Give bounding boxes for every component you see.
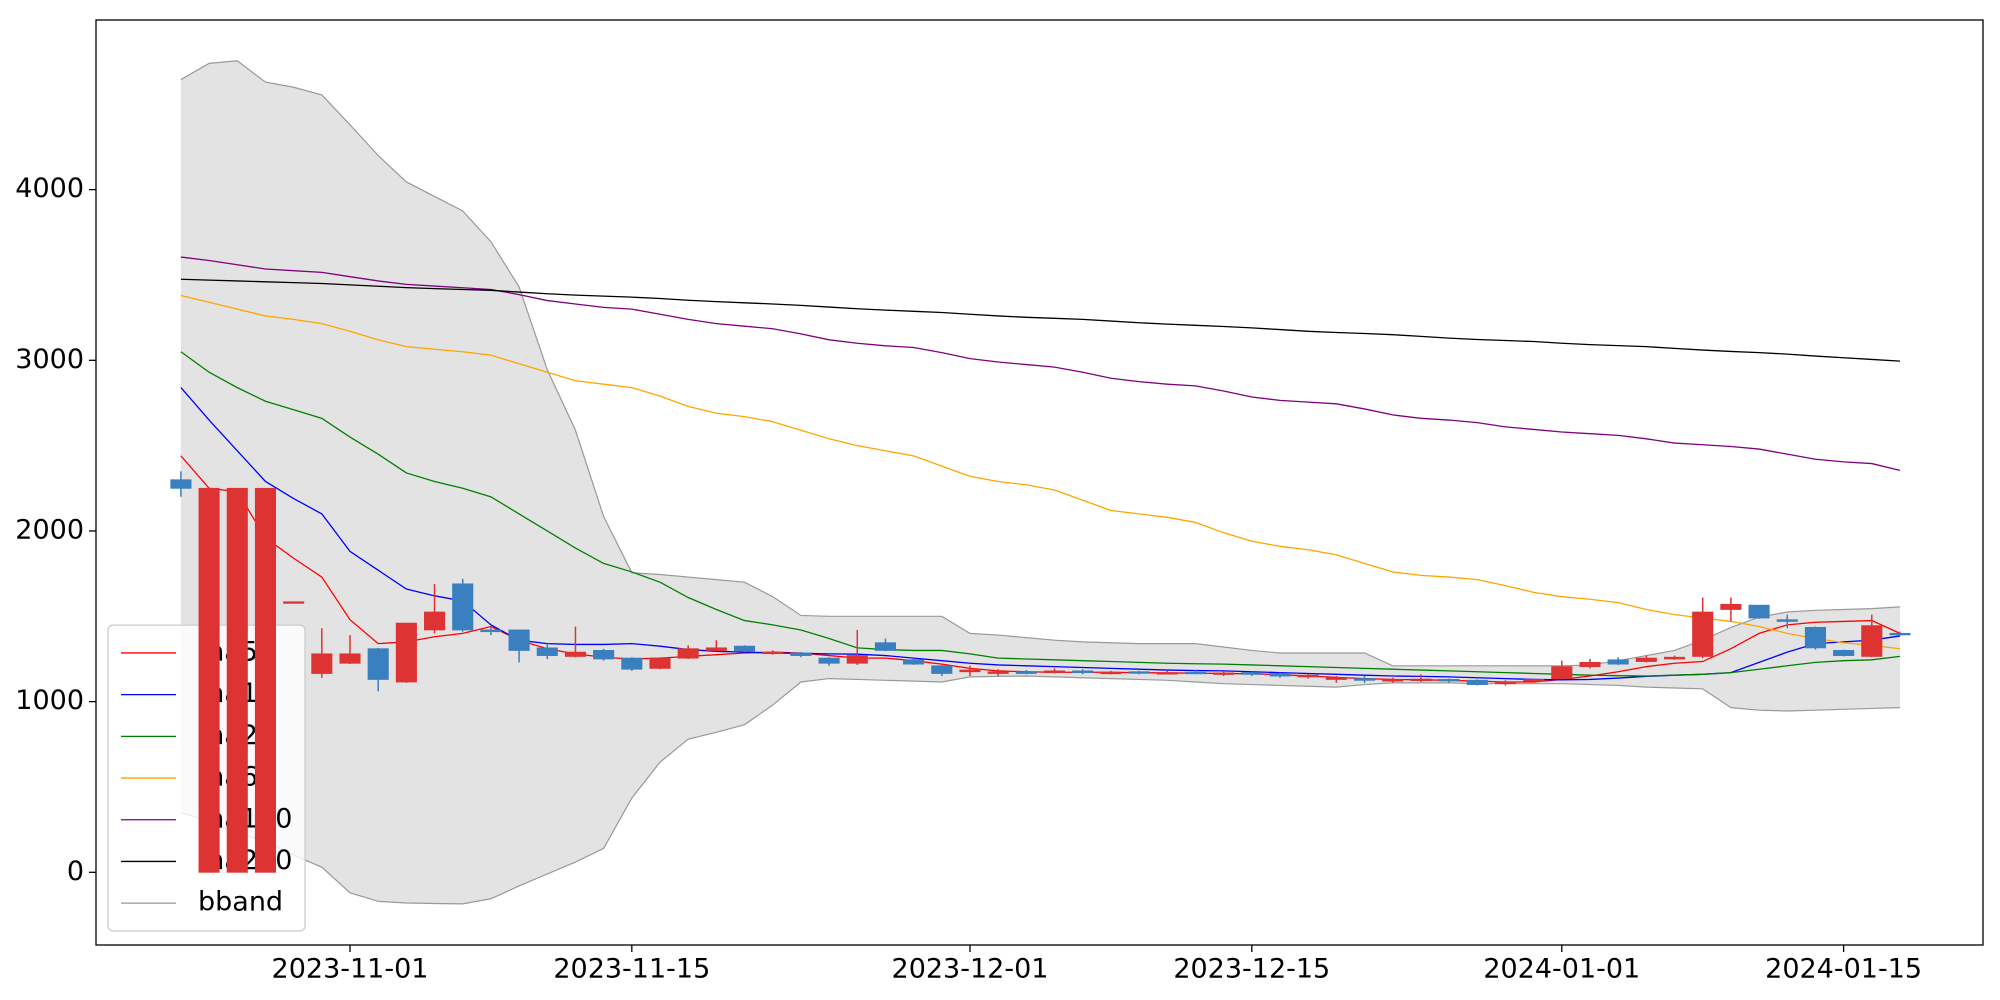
candle-body bbox=[1438, 679, 1460, 682]
candle-body bbox=[1297, 674, 1319, 678]
candle-body bbox=[1184, 671, 1206, 675]
candle-body bbox=[846, 655, 868, 664]
candle-body bbox=[1494, 681, 1516, 685]
candle-body bbox=[226, 487, 248, 873]
axes: 0 1000 2000 3000 4000 2023-11-01 2023-11-15 202… bbox=[15, 173, 1922, 984]
candle-body bbox=[677, 648, 699, 659]
legend-label: bband bbox=[198, 887, 283, 918]
candle-body bbox=[1072, 670, 1094, 674]
candle-body bbox=[1607, 659, 1629, 665]
candle-body bbox=[903, 659, 925, 665]
candle-body bbox=[480, 629, 502, 633]
candle-body bbox=[874, 642, 896, 651]
ma-line bbox=[180, 294, 1901, 650]
y-tick-label: 4000 bbox=[15, 173, 84, 204]
candle-body bbox=[1382, 679, 1404, 682]
candle-body bbox=[395, 622, 417, 683]
x-tick-label: 2023-12-15 bbox=[1173, 954, 1330, 985]
ma-line bbox=[180, 256, 1901, 472]
candle-body bbox=[1748, 604, 1770, 619]
candle-body bbox=[1213, 672, 1235, 675]
y-tick-label: 3000 bbox=[15, 344, 84, 375]
axes-frame bbox=[95, 19, 1984, 946]
candle-body bbox=[1804, 626, 1826, 649]
candle-body bbox=[1156, 672, 1178, 675]
band-edge bbox=[180, 675, 1900, 905]
candle-body bbox=[1325, 677, 1347, 680]
candle-body bbox=[339, 653, 361, 664]
candle-body bbox=[1043, 670, 1066, 674]
candle-body bbox=[1015, 671, 1037, 674]
candle-body bbox=[1833, 650, 1855, 656]
ma-line bbox=[180, 455, 1901, 683]
candle-body bbox=[254, 487, 277, 873]
candle-body bbox=[170, 479, 192, 489]
candle-body bbox=[508, 629, 530, 651]
candle-body bbox=[1269, 673, 1291, 677]
candle-body bbox=[424, 611, 446, 631]
candle-body bbox=[1663, 656, 1686, 660]
candle-body bbox=[1692, 611, 1714, 657]
candle-body bbox=[959, 669, 981, 673]
candle-body bbox=[283, 601, 305, 604]
candle-body bbox=[649, 657, 671, 669]
candle-body bbox=[1776, 619, 1798, 622]
candle-body bbox=[1720, 603, 1742, 610]
candle-body bbox=[198, 487, 220, 873]
candle-body bbox=[452, 583, 474, 631]
candle-body bbox=[733, 645, 756, 652]
candle-body bbox=[1579, 661, 1601, 668]
y-tick-label: 0 bbox=[67, 856, 84, 887]
candle-body bbox=[1551, 666, 1573, 679]
candle-body bbox=[536, 647, 558, 656]
candle-body bbox=[1466, 679, 1488, 685]
candle-body bbox=[1635, 657, 1657, 662]
ma-line bbox=[180, 351, 1901, 677]
ma-line bbox=[180, 278, 1901, 362]
candle-body bbox=[790, 652, 812, 656]
x-tick-label: 2023-12-01 bbox=[892, 954, 1049, 985]
candle-body bbox=[1353, 678, 1376, 681]
candle-body bbox=[1241, 672, 1263, 675]
candle-body bbox=[1410, 678, 1432, 682]
candle-body bbox=[1128, 671, 1150, 674]
candle-body bbox=[1861, 625, 1883, 657]
candle-body bbox=[1100, 671, 1122, 675]
x-tick-label: 2023-11-01 bbox=[272, 954, 429, 985]
candle-body bbox=[621, 657, 643, 670]
y-tick-label: 1000 bbox=[15, 685, 84, 716]
candle-body bbox=[311, 653, 333, 674]
candle-body bbox=[705, 647, 727, 651]
y-tick-label: 2000 bbox=[15, 514, 84, 545]
candle-body bbox=[367, 648, 389, 680]
candle-body bbox=[762, 651, 784, 655]
band-fill bbox=[180, 60, 1900, 904]
series-layer bbox=[170, 256, 1911, 873]
candle-body bbox=[593, 650, 615, 660]
candle-body bbox=[931, 665, 953, 674]
candle-body bbox=[1523, 679, 1545, 682]
candle-body bbox=[1889, 632, 1911, 636]
candle-body bbox=[987, 671, 1009, 674]
candle-body bbox=[818, 657, 840, 664]
candle-body bbox=[564, 651, 586, 657]
x-tick-label: 2024-01-01 bbox=[1483, 954, 1640, 985]
x-tick-label: 2023-11-15 bbox=[553, 954, 710, 985]
x-tick-label: 2024-01-15 bbox=[1765, 954, 1922, 985]
